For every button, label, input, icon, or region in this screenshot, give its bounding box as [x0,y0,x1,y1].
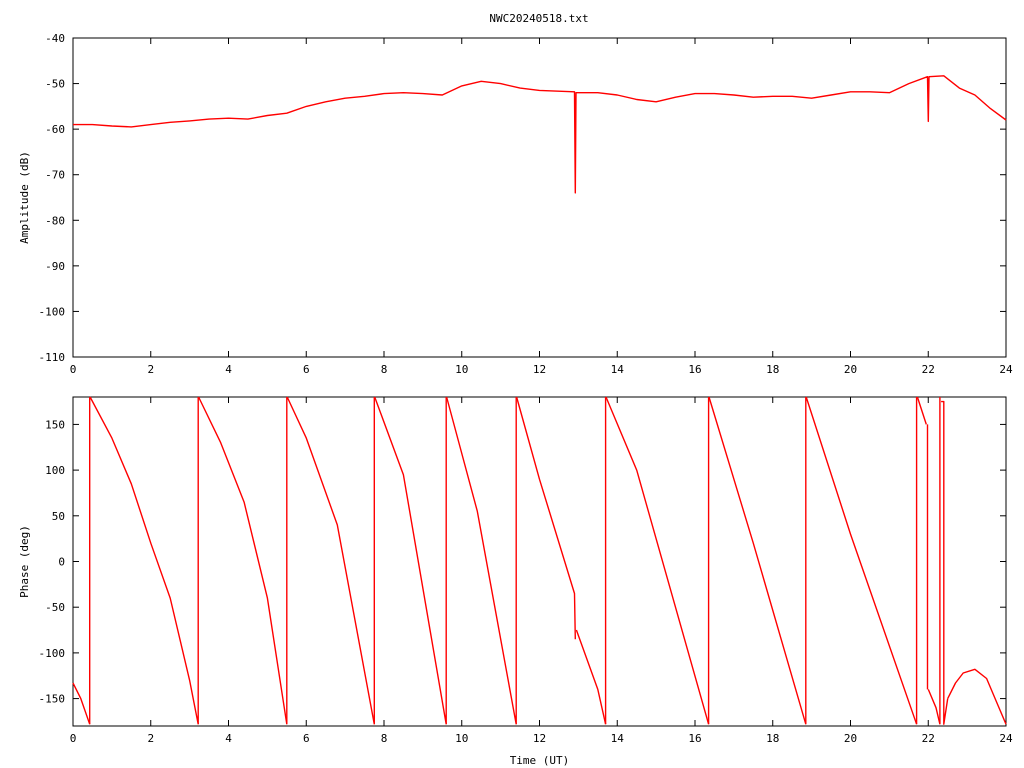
series-line [708,396,807,725]
y-axis-label: Amplitude (dB) [18,151,31,244]
y-tick-label: -150 [39,693,66,706]
series-line [197,396,288,725]
y-tick-label: 0 [58,556,65,569]
plot-frame [72,37,1007,358]
x-tick-label: 2 [147,363,154,376]
y-tick-label: -70 [45,169,65,182]
series-line [916,396,927,425]
x-tick-label: 4 [225,732,232,745]
x-tick-label: 14 [611,363,625,376]
x-tick-label: 8 [381,732,388,745]
amplitude-panel: 0 2 4 6 8 10 12 14 16 18 20 22 24-40-50-60-70-80-90-… [18,32,1013,376]
series-line [72,682,91,725]
plot-frame [72,396,1007,727]
series-line [286,396,375,725]
x-tick-label: 0 [70,732,77,745]
x-tick-label: 18 [766,732,779,745]
x-tick-label: 8 [381,363,388,376]
x-tick-label: 20 [844,732,857,745]
y-axis-label: Phase (deg) [18,525,31,598]
x-axis-label: Time (UT) [510,754,570,767]
y-tick-label: -90 [45,260,65,273]
series-line [947,668,1007,725]
x-tick-label: 22 [922,732,935,745]
y-tick-label: 100 [45,464,65,477]
y-tick-label: -50 [45,78,65,91]
y-tick-label: 50 [52,510,65,523]
x-tick-label: 24 [999,363,1013,376]
y-tick-label: -60 [45,123,65,136]
x-tick-label: 14 [611,732,625,745]
y-tick-label: -40 [45,32,65,45]
x-tick-label: 20 [844,363,857,376]
y-tick-label: -110 [39,351,66,364]
chart-title: NWC20240518.txt [489,12,588,25]
series-line [89,396,199,725]
series-line [515,396,576,640]
x-tick-label: 10 [455,732,468,745]
series-line [605,396,710,725]
series-line [73,75,1007,194]
series-line [927,689,941,725]
x-tick-label: 16 [688,732,701,745]
x-tick-label: 12 [533,732,546,745]
x-tick-label: 6 [303,363,310,376]
x-tick-label: 0 [70,363,77,376]
y-tick-label: -100 [39,305,66,318]
phase-panel: 0 2 4 6 8 10 12 14 16 18 20 22 24150100500-50-100-15… [18,396,1013,767]
y-tick-label: -80 [45,214,65,227]
x-tick-label: 6 [303,732,310,745]
x-tick-label: 10 [455,363,468,376]
series-line [941,400,949,725]
series-line [445,396,517,725]
x-tick-label: 24 [999,732,1013,745]
series-line [575,629,607,725]
x-tick-label: 2 [147,732,154,745]
x-tick-label: 22 [922,363,935,376]
x-tick-label: 4 [225,363,232,376]
y-tick-label: -100 [39,647,66,660]
series-line [805,396,918,725]
x-tick-label: 16 [688,363,701,376]
x-tick-label: 12 [533,363,546,376]
x-tick-label: 18 [766,363,779,376]
y-tick-label: 150 [45,418,65,431]
series-line [374,396,447,725]
y-tick-label: -50 [45,601,65,614]
